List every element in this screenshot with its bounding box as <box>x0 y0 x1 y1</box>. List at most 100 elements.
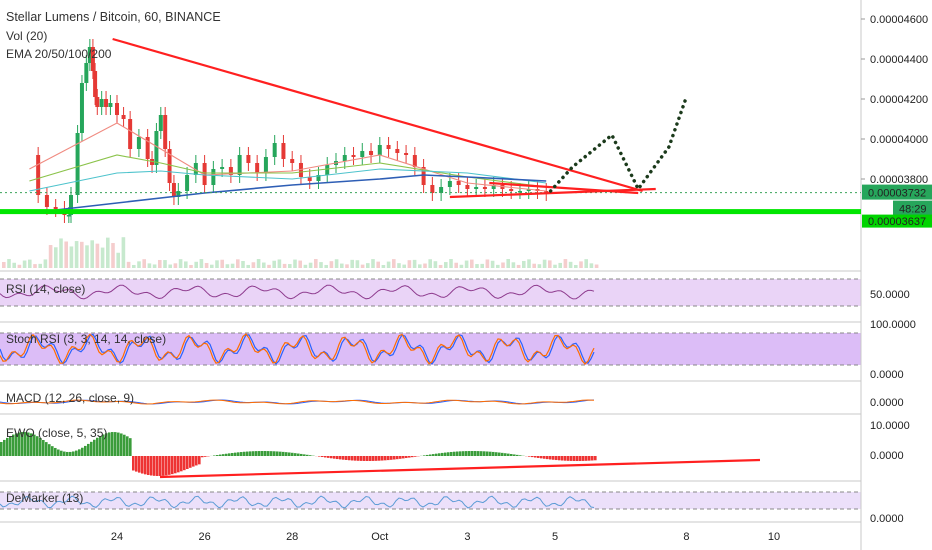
ewo-bar <box>354 456 357 461</box>
demarker-label: DeMarker (13) <box>6 491 83 505</box>
ewo-axis-10: 10.0000 <box>870 420 910 432</box>
ewo-bar <box>465 451 468 456</box>
support-line <box>0 209 861 215</box>
ewo-bar <box>561 456 564 461</box>
candle-body <box>145 137 150 159</box>
ewo-bar <box>477 451 480 456</box>
ewo-bar <box>168 456 171 475</box>
time-axis: 24 26 28 Oct 3 5 8 10 <box>111 531 780 543</box>
ewo-bar <box>189 456 192 468</box>
ewo-bar <box>213 455 216 456</box>
support-price-label: 0.00003637 <box>868 216 926 228</box>
ewo-bar <box>186 456 189 469</box>
volume-bar <box>501 262 505 268</box>
candle-body <box>121 115 126 119</box>
ewo-bar <box>480 451 483 456</box>
ewo-bar <box>147 456 150 476</box>
candle-body <box>167 149 172 183</box>
ewo-bar <box>348 456 351 461</box>
candle-body <box>395 149 400 153</box>
ewo-bar <box>69 451 72 456</box>
time-tick-label: Oct <box>371 531 388 543</box>
ewo-bar <box>327 456 330 458</box>
ewo-bar <box>414 456 417 457</box>
candle-body <box>465 185 470 189</box>
volume-bar <box>12 262 16 268</box>
candle-body <box>154 131 159 165</box>
volume-bar <box>256 259 261 268</box>
ewo-bar <box>543 456 546 459</box>
volume-bar <box>241 261 245 268</box>
volume-bar <box>490 260 495 268</box>
volume-bar <box>225 264 230 268</box>
ewo-bar <box>72 451 75 456</box>
ewo-bar <box>36 436 39 456</box>
ewo-bar <box>66 451 69 456</box>
ewo-bar <box>342 456 345 460</box>
ewo-bar <box>363 456 366 461</box>
ewo-bar <box>246 451 249 456</box>
ewo-bar <box>372 456 375 461</box>
volume-bar <box>412 259 417 268</box>
volume-bar <box>137 261 141 268</box>
candle-body <box>439 187 444 193</box>
volume-bar <box>376 261 380 268</box>
ewo-bar <box>555 456 558 461</box>
volume-bar <box>470 259 474 268</box>
volume-bar <box>568 261 573 268</box>
ewo-bar <box>492 451 495 456</box>
candle-body <box>298 163 303 177</box>
volume-bar <box>522 260 526 268</box>
ewo-bar <box>498 452 501 456</box>
ewo-bar <box>138 456 141 473</box>
ewo-bar <box>18 432 21 456</box>
ewo-bar <box>468 451 471 456</box>
stoch-k-line <box>0 333 595 365</box>
volume-bar <box>277 259 282 268</box>
candle-body <box>325 165 330 175</box>
ewo-bar <box>582 456 585 461</box>
volume-bar <box>319 262 323 268</box>
volume-bar <box>428 259 432 268</box>
volume-bar <box>204 262 209 268</box>
volume-bar <box>402 264 406 268</box>
ewo-bar <box>21 432 24 456</box>
stoch-axis-100: 100.0000 <box>870 319 916 331</box>
ewo-bar <box>114 432 117 456</box>
volume-bar <box>251 262 256 268</box>
ewo-bar <box>447 452 450 456</box>
volume-bar <box>542 259 547 268</box>
volume-bar <box>100 247 105 268</box>
volume-bar <box>532 263 536 268</box>
ewo-bar <box>429 454 432 456</box>
ewo-bar <box>357 456 360 461</box>
candle-body <box>53 207 58 209</box>
ewo-bar <box>222 454 225 456</box>
candle-body <box>421 167 426 185</box>
volume-bar <box>178 259 183 268</box>
price-axis: 0.00004600 0.00004400 0.00004200 0.00004000… <box>861 14 928 186</box>
volume-bar <box>17 264 22 268</box>
candle-body <box>75 133 80 195</box>
ewo-bar <box>579 456 582 461</box>
ewo-bar <box>39 437 42 456</box>
ewo-bar <box>393 456 396 460</box>
ewo-bar <box>129 438 132 456</box>
volume-bar <box>314 259 318 268</box>
volume-bar <box>558 262 562 268</box>
candle-body <box>99 99 104 107</box>
ewo-bar <box>504 453 507 456</box>
ewo-bar <box>396 456 399 460</box>
ewo-bar <box>273 451 276 456</box>
volume-bar <box>215 260 219 268</box>
macd-axis-0: 0.0000 <box>870 397 904 409</box>
ewo-bar <box>303 454 306 456</box>
volume-bar <box>246 264 250 268</box>
rsi-band <box>0 279 861 306</box>
ewo-bar <box>510 454 513 456</box>
volume-bar <box>506 259 510 268</box>
time-tick-label: 5 <box>552 531 558 543</box>
ewo-bar <box>75 450 78 456</box>
ewo-bar <box>519 455 522 456</box>
